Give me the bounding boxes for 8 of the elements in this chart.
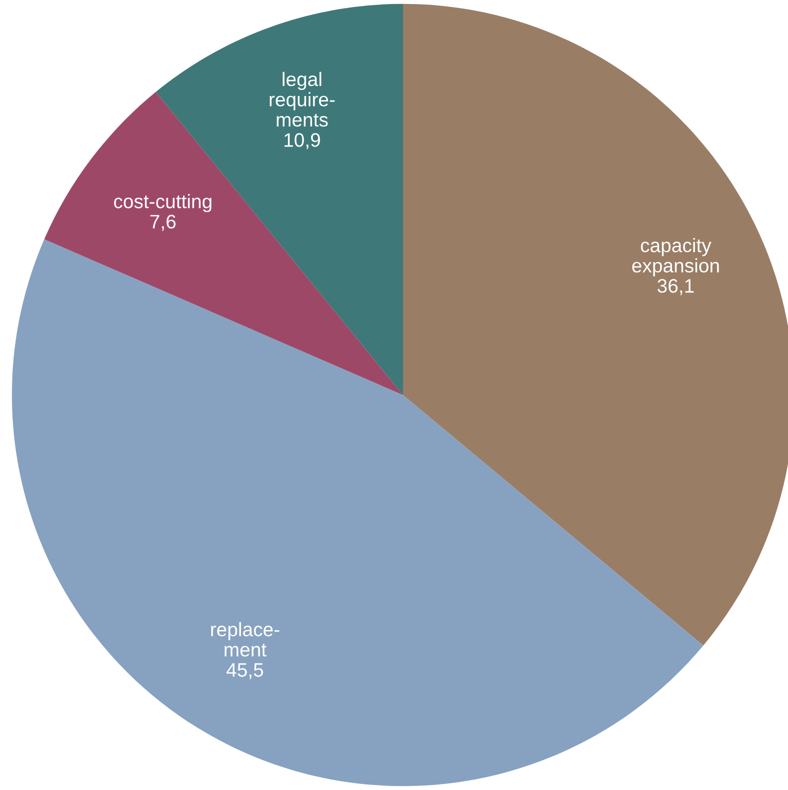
slice-label: capacity expansion [632, 238, 719, 276]
data-label: 7,6 [150, 214, 176, 231]
data-label: 36,1 [658, 279, 694, 296]
slice-label: legal require- ments [270, 72, 335, 127]
data-label: 10,9 [284, 133, 320, 150]
slice-label: replace- ment [211, 622, 280, 657]
data-label: 45,5 [226, 663, 264, 680]
slice-label: cost-cutting [114, 194, 212, 212]
